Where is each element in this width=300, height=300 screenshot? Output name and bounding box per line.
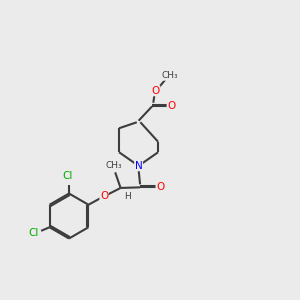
Text: CH₃: CH₃ bbox=[106, 161, 122, 170]
Text: Cl: Cl bbox=[28, 228, 38, 238]
Text: Cl: Cl bbox=[62, 171, 73, 182]
Text: O: O bbox=[152, 86, 160, 96]
Text: O: O bbox=[156, 182, 164, 192]
Text: CH₃: CH₃ bbox=[162, 71, 178, 80]
Text: O: O bbox=[167, 101, 176, 111]
Text: N: N bbox=[135, 161, 142, 171]
Text: H: H bbox=[124, 192, 130, 201]
Text: O: O bbox=[100, 191, 108, 201]
